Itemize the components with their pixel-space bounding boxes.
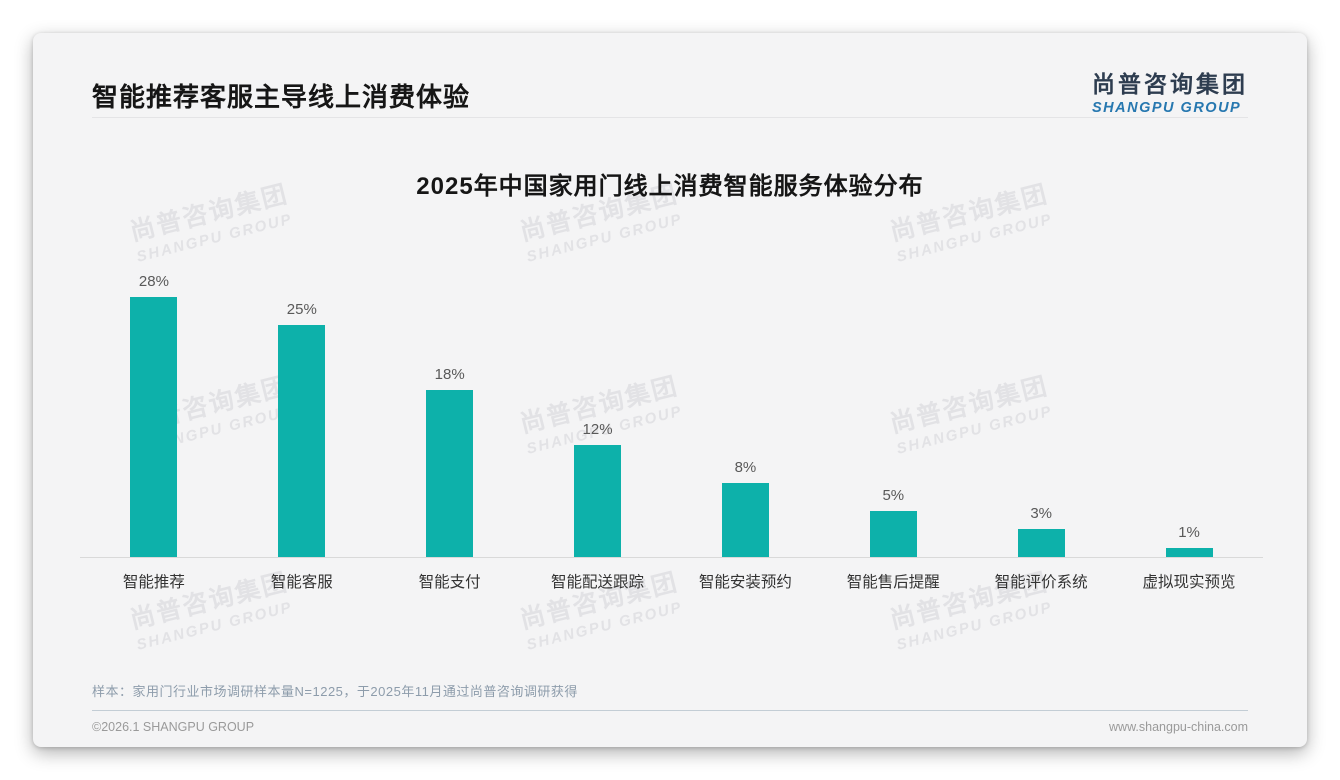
- plot-area: 28% 25% 18% 12% 8% 5% 3% 1%: [80, 264, 1263, 558]
- bar-column: 3%: [967, 264, 1115, 557]
- chart-title: 2025年中国家用门线上消费智能服务体验分布: [416, 173, 924, 200]
- logo-chinese-text: 尚普咨询集团: [1092, 71, 1248, 97]
- value-label: 12%: [582, 421, 613, 439]
- category-label: 智能售后提醒: [846, 574, 940, 591]
- bar: [721, 482, 769, 557]
- value-label: 1%: [1178, 523, 1200, 541]
- category-label: 智能安装预约: [698, 574, 792, 591]
- bar: [574, 445, 622, 557]
- page-title: 智能推荐客服主导线上消费体验: [92, 82, 471, 112]
- bar-column: 8%: [672, 264, 820, 557]
- category-label: 智能配送跟踪: [551, 574, 645, 591]
- category-label: 智能评价系统: [994, 574, 1088, 591]
- copyright-text: ©2026.1 SHANGPU GROUP: [92, 720, 255, 734]
- value-label: 28%: [138, 272, 169, 290]
- bar-column: 18%: [376, 264, 524, 557]
- value-label: 18%: [434, 365, 465, 383]
- company-logo: 尚普咨询集团 SHANGPU GROUP: [1092, 65, 1248, 116]
- header-divider: [92, 117, 1248, 118]
- footer-divider: [92, 710, 1248, 711]
- bar-column: 5%: [819, 264, 967, 557]
- bar: [130, 296, 178, 557]
- bar-column: 25%: [228, 264, 376, 557]
- category-label: 智能支付: [418, 574, 481, 591]
- bar: [1165, 547, 1213, 557]
- bar: [426, 389, 474, 557]
- slide-header: 智能推荐客服主导线上消费体验 尚普咨询集团 SHANGPU GROUP: [33, 33, 1307, 117]
- value-label: 25%: [286, 300, 317, 318]
- value-label: 5%: [882, 486, 905, 504]
- bar: [869, 510, 917, 557]
- category-label: 智能推荐: [122, 574, 185, 591]
- logo-english-text: SHANGPU GROUP: [1092, 100, 1242, 116]
- website-url: www.shangpu-china.com: [1109, 720, 1248, 734]
- slide-card: 尚普咨询集团 SHANGPU GROUP 尚普咨询集团 SHANGPU GROUP 尚普…: [33, 33, 1307, 747]
- bar-chart: 2025年中国家用门线上消费智能服务体验分布 28% 25% 18% 12% 8% 5% 3…: [33, 172, 1307, 592]
- slide-footer: ©2026.1 SHANGPU GROUP www.shangpu-china.…: [92, 720, 1248, 734]
- bar: [1017, 529, 1065, 557]
- bar-column: 12%: [524, 264, 672, 557]
- category-label: 虚拟现实预览: [1142, 574, 1236, 591]
- value-label: 8%: [734, 458, 757, 476]
- bar-column: 1%: [1115, 264, 1263, 557]
- value-label: 3%: [1030, 505, 1053, 523]
- category-label: 智能客服: [270, 574, 333, 591]
- sample-footnote: 样本：家用门行业市场调研样本量N=1225，于2025年11月通过尚普咨询调研获…: [92, 684, 578, 699]
- category-axis: 智能推荐 智能客服 智能支付 智能配送跟踪 智能安装预约 智能售后提醒 智能评价系统 虚拟现实…: [80, 570, 1263, 592]
- bar-column: 28%: [80, 264, 228, 557]
- bar: [278, 324, 326, 557]
